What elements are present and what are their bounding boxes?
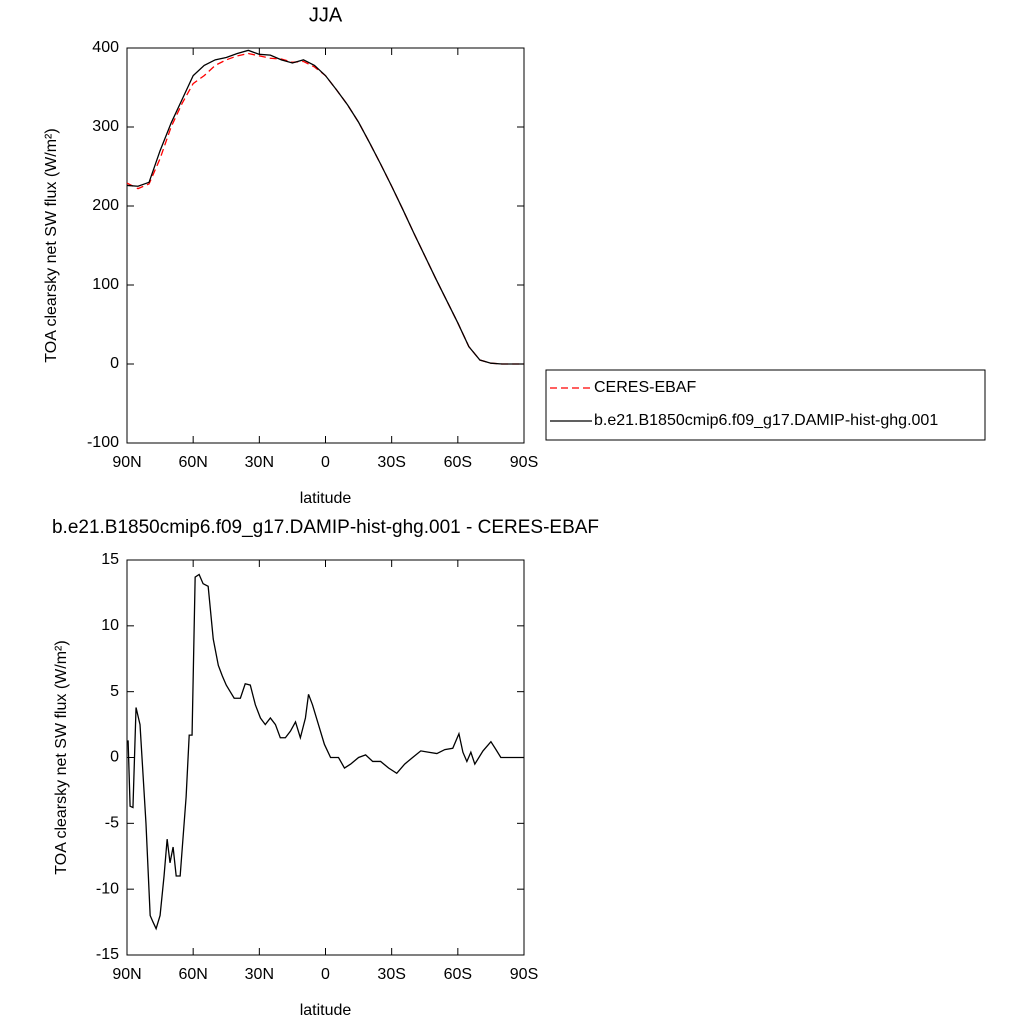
x-tick-label: 90N bbox=[112, 966, 141, 983]
legend-box bbox=[545, 369, 986, 441]
y-axis-label: TOA clearsky net SW flux (W/m²) bbox=[53, 640, 70, 874]
x-tick-label: 0 bbox=[321, 966, 330, 983]
y-axis-label: TOA clearsky net SW flux (W/m²) bbox=[43, 128, 60, 362]
x-tick-label: 30N bbox=[245, 454, 274, 471]
plot-frame bbox=[126, 47, 525, 444]
x-tick-label: 60N bbox=[178, 454, 207, 471]
y-tick-label: -5 bbox=[105, 815, 119, 832]
chart-title: b.e21.B1850cmip6.f09_g17.DAMIP-hist-ghg.… bbox=[52, 517, 599, 538]
x-tick-label: 90N bbox=[112, 454, 141, 471]
x-tick-label: 30S bbox=[377, 966, 405, 983]
y-tick-label: -15 bbox=[96, 946, 119, 963]
x-axis-label: latitude bbox=[300, 1002, 352, 1019]
legend-label: b.e21.B1850cmip6.f09_g17.DAMIP-hist-ghg.… bbox=[594, 412, 938, 429]
y-tick-label: 0 bbox=[110, 355, 119, 372]
data-line bbox=[127, 573, 524, 931]
data-line bbox=[126, 49, 524, 365]
x-tick-label: 60S bbox=[444, 454, 472, 471]
x-tick-label: 60S bbox=[444, 966, 472, 983]
legend-label: CERES-EBAF bbox=[594, 379, 696, 396]
y-tick-label: 10 bbox=[101, 617, 119, 634]
data-line bbox=[126, 52, 524, 365]
plot-frame bbox=[126, 559, 525, 956]
y-tick-label: 200 bbox=[92, 197, 119, 214]
y-tick-label: 400 bbox=[92, 39, 119, 56]
y-tick-label: 100 bbox=[92, 276, 119, 293]
x-tick-label: 90S bbox=[510, 966, 538, 983]
y-tick-label: 300 bbox=[92, 118, 119, 135]
y-tick-label: 0 bbox=[110, 749, 119, 766]
chart-title: JJA bbox=[309, 4, 343, 26]
x-axis-label: latitude bbox=[300, 490, 352, 507]
y-tick-label: 5 bbox=[110, 683, 119, 700]
y-tick-label: -100 bbox=[87, 434, 119, 451]
x-tick-label: 30N bbox=[245, 966, 274, 983]
x-tick-label: 0 bbox=[321, 454, 330, 471]
y-tick-label: -10 bbox=[96, 880, 119, 897]
x-tick-label: 90S bbox=[510, 454, 538, 471]
y-tick-label: 15 bbox=[101, 551, 119, 568]
x-tick-label: 30S bbox=[377, 454, 405, 471]
x-tick-label: 60N bbox=[178, 966, 207, 983]
